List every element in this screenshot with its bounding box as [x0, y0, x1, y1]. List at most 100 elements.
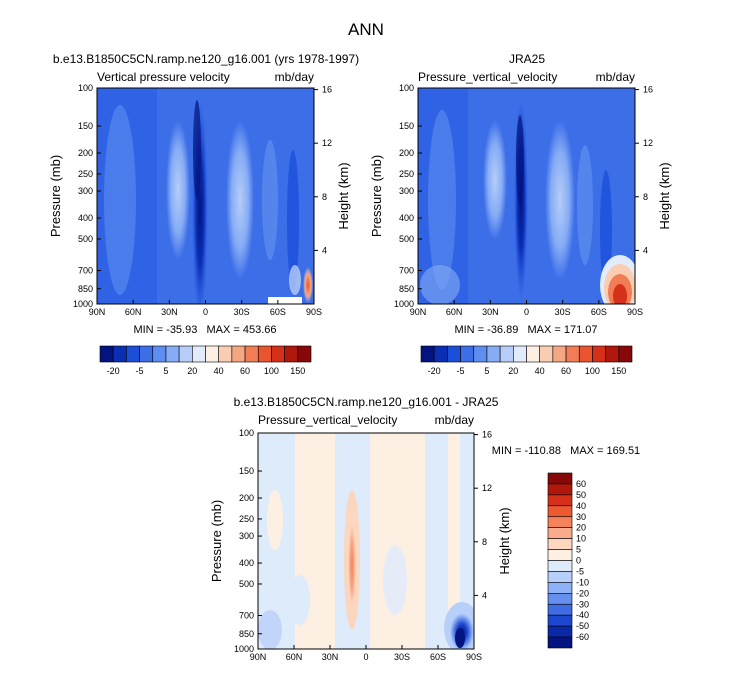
x-tick-label: 90S [306, 307, 322, 317]
colorbar-label: 40 [214, 366, 224, 376]
y-tick-label: 850 [78, 284, 93, 294]
y-right-tick-label: 16 [482, 430, 492, 440]
colorbar-swatch [547, 625, 573, 638]
x-tick-label: 60N [446, 307, 463, 317]
panel-diff-right-label: mb/day [435, 413, 474, 427]
y-tick-label: 250 [78, 169, 93, 179]
colorbar-label: 100 [264, 366, 279, 376]
y-tick-label: 400 [78, 213, 93, 223]
panel-model-left-label: Vertical pressure velocity [97, 70, 230, 84]
colorbar-swatch [547, 527, 573, 539]
colorbar-swatch [547, 636, 573, 649]
colorbar-swatch [165, 345, 180, 363]
colorbar-label: 60 [576, 479, 586, 489]
panel-model-colorbar: -20 -5 5 20 40 60 100 150 [99, 345, 312, 376]
colorbar-label: 100 [585, 366, 600, 376]
y-right-tick-label: 16 [643, 85, 653, 95]
colorbar-label: 60 [561, 366, 571, 376]
colorbar-swatch [473, 345, 488, 363]
y-tick-label: 1000 [394, 299, 414, 309]
colorbar-swatch [526, 345, 540, 363]
colorbar-label: 150 [611, 366, 626, 376]
colorbar-label: 60 [240, 366, 250, 376]
y-tick-label: 500 [78, 234, 93, 244]
y-tick-label: 300 [399, 186, 414, 196]
panel-obs-stats: MIN = -36.89 MAX = 171.07 [454, 324, 597, 336]
colorbar-swatch [218, 345, 233, 363]
colorbar-label: -60 [576, 632, 589, 642]
colorbar-swatch [257, 345, 272, 363]
y-tick-label: 400 [399, 213, 414, 223]
panel-diff-axes: 90N 60N 30N 0 30S 60S 90S 100 150 200 250 300 400 500… [234, 428, 492, 662]
y-tick-label: 300 [239, 531, 254, 541]
panel-diff-ylabel-right: Height (km) [497, 507, 512, 574]
panel-model: b.e13.B1850C5CN.ramp.ne120_g16.001 (yrs … [48, 52, 359, 376]
colorbar-label: 20 [187, 366, 197, 376]
panel-diff-field [258, 433, 474, 649]
panel-diff-title: b.e13.B1850C5CN.ramp.ne120_g16.001 - JRA… [234, 395, 499, 409]
y-tick-label: 700 [78, 266, 93, 276]
colorbar-swatch [547, 538, 573, 550]
colorbar-swatch [284, 345, 299, 363]
x-tick-label: 30N [161, 307, 178, 317]
x-tick-label: 30S [394, 652, 410, 662]
x-tick-label: 60N [286, 652, 303, 662]
y-tick-label: 100 [239, 428, 254, 438]
colorbar-label: 40 [535, 366, 545, 376]
colorbar-label: -20 [107, 366, 120, 376]
panel-diff-left-label: Pressure_vertical_velocity [258, 413, 397, 427]
panel-obs-right-label: mb/day [596, 70, 635, 84]
y-right-tick-label: 4 [643, 245, 648, 255]
colorbar-swatch [244, 345, 259, 363]
x-tick-label: 60S [270, 307, 286, 317]
x-tick-label: 90N [89, 307, 106, 317]
y-tick-label: 250 [239, 514, 254, 524]
y-tick-label: 150 [78, 121, 93, 131]
x-tick-label: 90N [410, 307, 427, 317]
x-tick-label: 60S [430, 652, 446, 662]
y-right-tick-label: 8 [322, 192, 327, 202]
panel-obs-ylabel-right: Height (km) [657, 162, 672, 229]
y-tick-label: 500 [399, 234, 414, 244]
colorbar-swatch [547, 505, 573, 518]
x-tick-label: 30N [322, 652, 339, 662]
y-tick-label: 400 [239, 558, 254, 568]
colorbar-swatch [547, 483, 573, 496]
x-tick-label: 90S [627, 307, 643, 317]
panel-model-ylabel-right: Height (km) [336, 162, 351, 229]
panel-obs-axes: 90N 60N 30N 0 30S 60S 90S 100 150 200 250 300 400 500… [394, 83, 653, 317]
panel-obs-left-label: Pressure_vertical_velocity [418, 70, 557, 84]
colorbar-swatch [565, 345, 580, 363]
colorbar-swatch [547, 549, 573, 561]
panel-model-title: b.e13.B1850C5CN.ramp.ne120_g16.001 (yrs … [53, 52, 359, 66]
panel-model-right-label: mb/day [275, 70, 314, 84]
colorbar-label: -5 [136, 366, 144, 376]
colorbar-swatch [447, 345, 461, 363]
colorbar-swatch [547, 614, 573, 627]
colorbar-label: 5 [576, 545, 581, 555]
y-tick-label: 200 [78, 148, 93, 158]
colorbar-swatch [592, 345, 606, 363]
colorbar-label: 20 [576, 523, 586, 533]
colorbar-swatch [486, 345, 501, 363]
colorbar-label: 5 [484, 366, 489, 376]
colorbar-swatch [297, 345, 312, 363]
colorbar-swatch [126, 345, 140, 363]
y-tick-label: 700 [239, 611, 254, 621]
panel-obs-field [418, 88, 635, 304]
panel-model-stats: MIN = -35.93 MAX = 453.66 [133, 324, 276, 336]
colorbar-swatch [547, 472, 573, 485]
y-tick-label: 150 [399, 121, 414, 131]
colorbar-swatch [513, 345, 527, 363]
colorbar-swatch [99, 345, 114, 363]
colorbar-swatch [547, 560, 573, 572]
colorbar-swatch [578, 345, 593, 363]
y-tick-label: 150 [239, 466, 254, 476]
colorbar-label: 150 [290, 366, 305, 376]
y-right-tick-label: 12 [482, 483, 492, 493]
panel-diff: b.e13.B1850C5CN.ramp.ne120_g16.001 - JRA… [209, 395, 640, 662]
y-tick-label: 700 [399, 266, 414, 276]
y-tick-label: 500 [239, 579, 254, 589]
colorbar-label: 20 [508, 366, 518, 376]
